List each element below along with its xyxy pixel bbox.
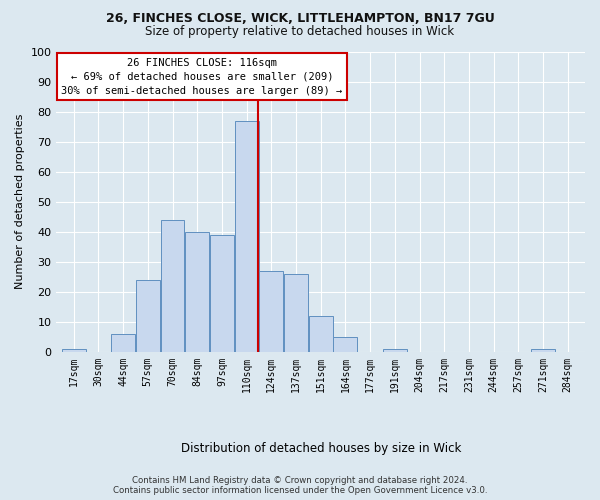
Text: 26, FINCHES CLOSE, WICK, LITTLEHAMPTON, BN17 7GU: 26, FINCHES CLOSE, WICK, LITTLEHAMPTON, … (106, 12, 494, 26)
Bar (334, 337, 358, 352)
Bar (185, 232, 209, 352)
Bar (309, 316, 332, 352)
Text: 26 FINCHES CLOSE: 116sqm
← 69% of detached houses are smaller (209)
30% of semi-: 26 FINCHES CLOSE: 116sqm ← 69% of detach… (61, 58, 343, 96)
Bar (259, 271, 283, 352)
Y-axis label: Number of detached properties: Number of detached properties (15, 114, 25, 290)
Bar (210, 234, 234, 352)
Text: Contains public sector information licensed under the Open Government Licence v3: Contains public sector information licen… (113, 486, 487, 495)
Text: Size of property relative to detached houses in Wick: Size of property relative to detached ho… (145, 25, 455, 38)
Bar (161, 220, 184, 352)
Bar (62, 349, 86, 352)
Bar (136, 280, 160, 352)
Bar (111, 334, 135, 352)
Bar (235, 120, 259, 352)
Bar (531, 349, 555, 352)
X-axis label: Distribution of detached houses by size in Wick: Distribution of detached houses by size … (181, 442, 461, 455)
Bar (284, 274, 308, 352)
Text: Contains HM Land Registry data © Crown copyright and database right 2024.: Contains HM Land Registry data © Crown c… (132, 476, 468, 485)
Bar (383, 349, 407, 352)
